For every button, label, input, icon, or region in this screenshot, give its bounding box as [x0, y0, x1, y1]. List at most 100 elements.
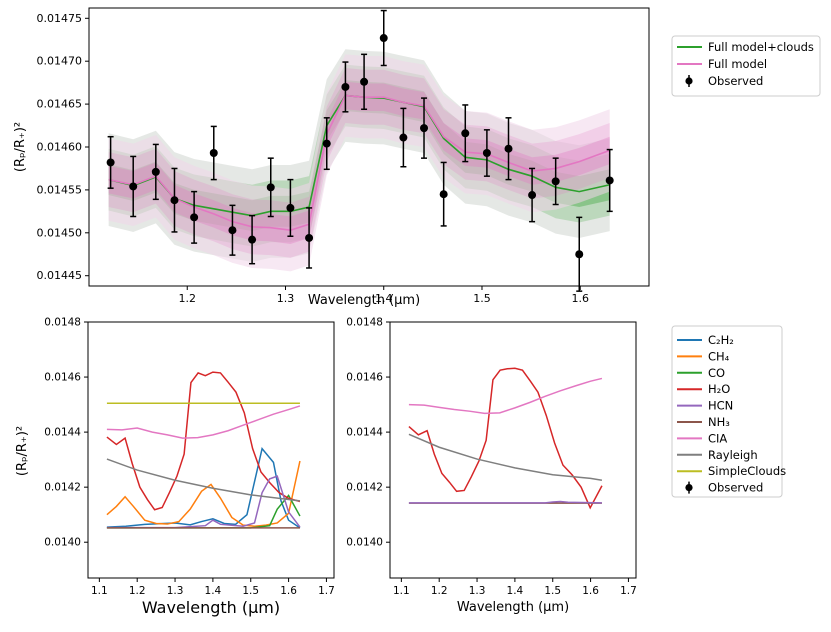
br-x-tick-label: 1.3	[469, 585, 486, 597]
top-y-tick-label: 0.01460	[37, 141, 83, 154]
br-y-tick-label: 0.0142	[346, 482, 383, 494]
br-x-tick-label: 1.6	[582, 585, 599, 597]
top-y-tick-label: 0.01455	[37, 183, 83, 196]
bottom-legend-swatch-observed-marker	[685, 484, 693, 492]
top-y-tick-label: 0.01450	[37, 226, 83, 239]
bottom-legend-label-co: CO	[708, 366, 725, 380]
br-y-tick-label: 0.0148	[346, 317, 383, 329]
bottom-legend-label-rayleigh: Rayleigh	[708, 448, 758, 462]
top-observed-point	[605, 176, 614, 185]
top-observed-point	[461, 129, 470, 138]
top-observed-point	[420, 124, 429, 133]
legend-label-full-model: Full model	[708, 57, 767, 71]
top-observed-point	[360, 77, 369, 86]
bl-y-tick-label: 0.0140	[44, 537, 81, 549]
br-line-hcn	[408, 500, 602, 504]
bl-x-tick-label: 1.1	[91, 585, 108, 597]
top-observed-point	[439, 190, 448, 199]
top-observed-point	[106, 158, 115, 167]
bl-x-tick-label: 1.3	[167, 585, 184, 597]
top-observed-point	[482, 149, 491, 158]
top-observed-point	[248, 235, 257, 244]
bottom-legend-label-hcn: HCN	[708, 399, 733, 413]
bl-line-cia	[106, 405, 301, 439]
br-x-tick-label: 1.7	[620, 585, 637, 597]
top-observed-point	[575, 250, 584, 259]
top-legend-frame	[671, 35, 821, 97]
bl-x-tick-label: 1.4	[205, 585, 222, 597]
top-x-tick-label: 1.5	[473, 292, 491, 305]
bottom-legend-label-observed: Observed	[708, 481, 763, 495]
top-x-tick-label: 1.3	[277, 292, 295, 305]
top-observed-point	[528, 191, 537, 200]
top-observed-point	[190, 213, 199, 222]
bottom-legend-label-cia: CIA	[708, 431, 727, 445]
bl-line-ch	[106, 460, 301, 528]
legend-swatch-observed-marker	[685, 77, 693, 85]
top-observed-point	[286, 203, 295, 212]
bottom-legend-label-h-o: H₂O	[708, 382, 730, 396]
top-observed-point	[228, 226, 237, 235]
top-observed-point	[129, 182, 138, 191]
bl-y-tick-label: 0.0144	[44, 427, 81, 439]
top-observed-point	[379, 34, 388, 43]
bl-y-tick-label: 0.0146	[44, 372, 81, 384]
top-x-tick-label: 1.2	[178, 292, 196, 305]
bl-x-tick-label: 1.5	[242, 585, 259, 597]
bottom-left-plot-frame	[87, 321, 335, 579]
bottom-right-x-axis-label: Wavelength (μm)	[457, 600, 569, 615]
legend-label-full-model-clouds: Full model+clouds	[708, 40, 814, 54]
bl-x-tick-label: 1.6	[280, 585, 297, 597]
top-observed-point	[399, 133, 408, 142]
bl-x-tick-label: 1.7	[318, 585, 335, 597]
bl-line-h-o	[106, 371, 301, 511]
top-observed-point	[266, 183, 275, 192]
top-observed-point	[551, 177, 560, 186]
top-observed-point	[341, 82, 350, 91]
top-observed-point	[305, 233, 314, 242]
top-x-tick-label: 1.6	[571, 292, 589, 305]
top-y-tick-label: 0.01445	[37, 269, 83, 282]
bl-y-tick-label: 0.0148	[44, 317, 81, 329]
bottom-legend-label-c-h: C₂H₂	[708, 333, 734, 347]
top-y-axis-label: (Rₚ/R₊)²	[13, 122, 28, 172]
br-y-tick-label: 0.0140	[346, 537, 383, 549]
br-line-h-o	[408, 367, 603, 510]
top-legend: Full model+clouds Full model Observed	[671, 35, 821, 97]
top-observed-point	[151, 167, 160, 176]
bl-line-hcn	[106, 475, 301, 529]
br-x-tick-label: 1.1	[393, 585, 410, 597]
top-observed-point	[209, 149, 218, 158]
top-observed-point	[322, 139, 331, 148]
legend-label-observed: Observed	[708, 74, 763, 88]
band-full-model-2sigma	[108, 68, 610, 258]
br-y-tick-label: 0.0144	[346, 427, 383, 439]
br-line-rayleigh	[408, 433, 603, 482]
bl-y-tick-label: 0.0142	[44, 482, 81, 494]
br-x-tick-label: 1.2	[431, 585, 448, 597]
band-full-model-3sigma	[108, 54, 610, 272]
bottom-legend: C₂H₂ CH₄ CO H₂O HCN NH₃ CIA Rayleigh SimpleCloud…	[671, 325, 786, 498]
br-x-tick-label: 1.4	[507, 585, 524, 597]
bl-line-rayleigh	[106, 458, 301, 502]
top-observed-point	[170, 196, 179, 205]
top-y-tick-label: 0.01475	[37, 12, 83, 25]
bottom-right-plot-frame	[389, 321, 637, 579]
top-observed-point	[504, 144, 513, 153]
top-x-tick-label: 1.4	[375, 292, 393, 305]
bottom-right-chart: 1.1 1.2 1.3 1.4 1.5 1.6 1.7 0.0140 0.0142 0.0144…	[346, 317, 637, 616]
bottom-legend-label-nh: NH₃	[708, 415, 730, 429]
top-x-axis-label: Wavelength (μm)	[308, 293, 420, 308]
br-y-tick-label: 0.0146	[346, 372, 383, 384]
br-x-tick-label: 1.5	[544, 585, 561, 597]
bottom-legend-label-simpleclouds: SimpleClouds	[708, 464, 786, 478]
top-y-tick-label: 0.01465	[37, 98, 83, 111]
top-chart: 1.2 1.3 1.4 1.5 1.6 0.01445 0.01450 0.01455 0.0…	[13, 7, 650, 308]
bottom-left-y-axis-label: (Rₚ/R₊)²	[15, 426, 30, 476]
br-line-cia	[408, 377, 603, 415]
bl-x-tick-label: 1.2	[129, 585, 146, 597]
bottom-left-chart: 1.1 1.2 1.3 1.4 1.5 1.6 1.7 0.0140 0.0142 0.0144…	[15, 317, 335, 618]
bottom-left-x-axis-label: Wavelength (μm)	[142, 598, 280, 617]
bottom-legend-label-ch: CH₄	[708, 349, 730, 363]
